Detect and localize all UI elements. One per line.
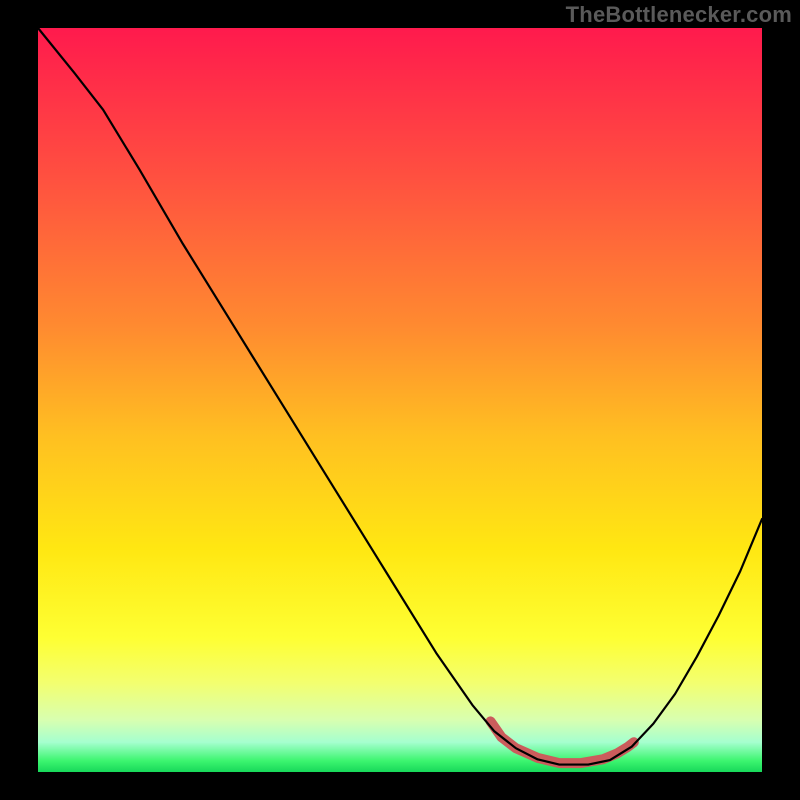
plot-background [38, 28, 762, 772]
chart-svg [0, 0, 800, 800]
watermark-label: TheBottlenecker.com [566, 2, 792, 28]
chart-canvas: TheBottlenecker.com [0, 0, 800, 800]
